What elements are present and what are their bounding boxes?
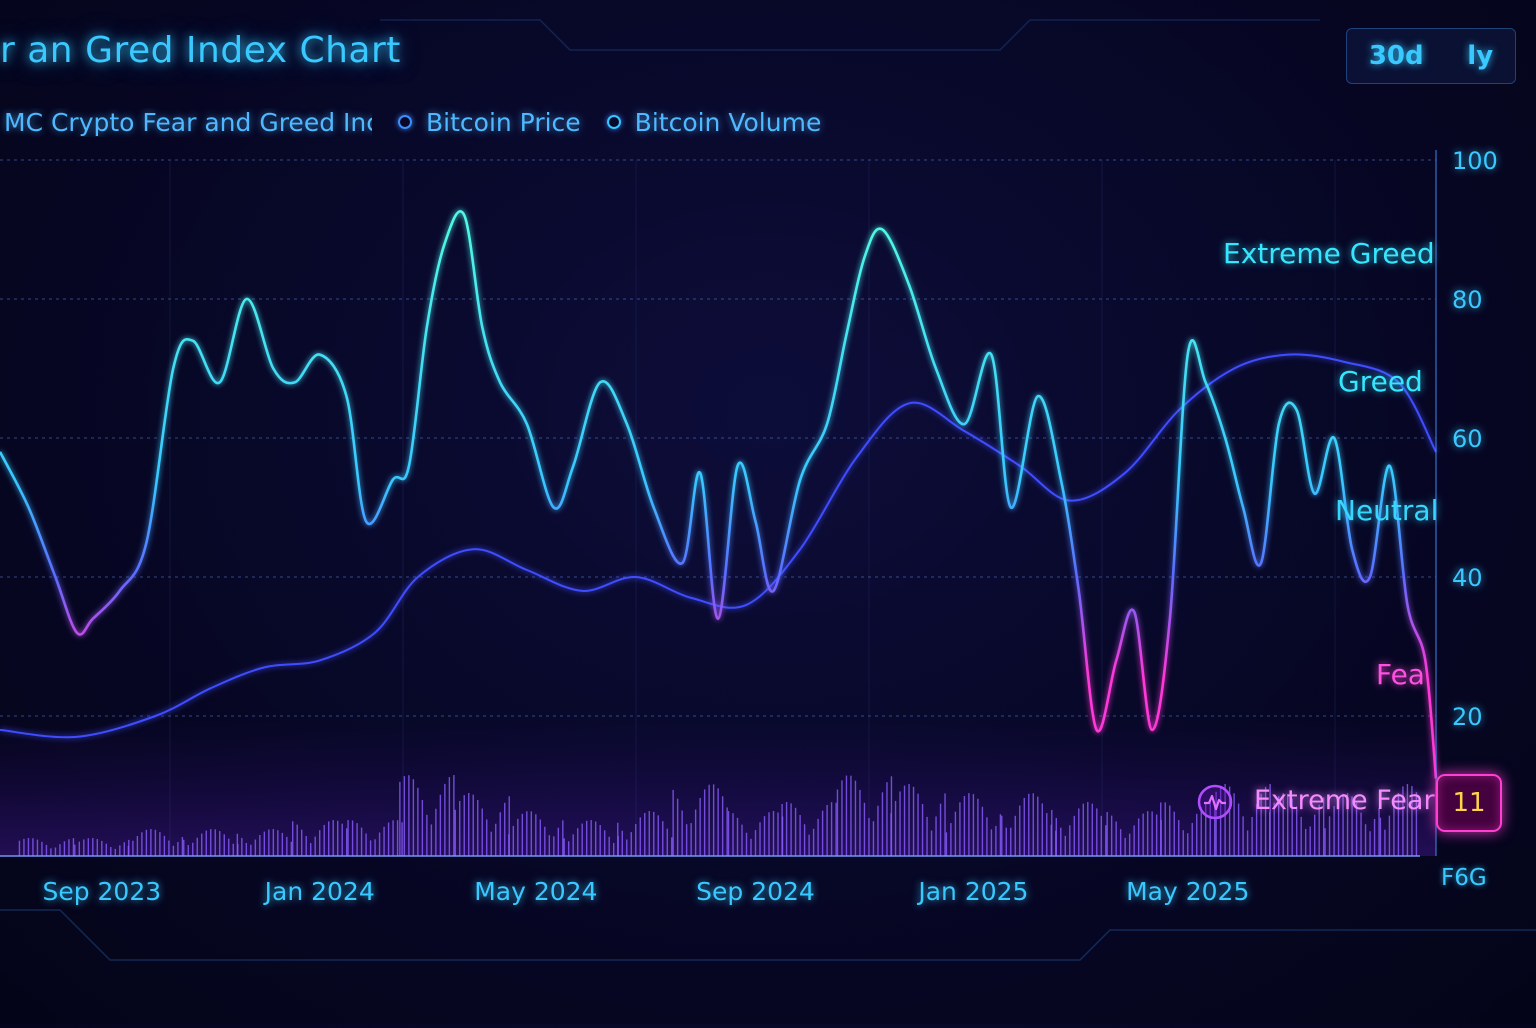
chart-title: r an Gred Index Chart [0,30,401,71]
y-tick-label: 60 [1452,425,1483,453]
current-value-badge: 11 [1436,774,1502,832]
legend: MC Crypto Fear and Greed Inc Bitcoin Pri… [0,104,847,140]
frame-decoration [0,909,1536,961]
label-extreme-fear: Extreme Fear [1254,785,1435,816]
axes: 20 40 60 80 100 Sep 2023 Jan 2024 May 2024 Sep 2… [0,147,1498,906]
legend-label: MC Crypto Fear and Greed Inc [4,107,372,137]
x-tick-label: May 2025 [1126,877,1249,906]
x-tick-label: Jan 2024 [263,877,375,906]
label-extreme-greed: Extreme Greed [1223,237,1435,270]
y-tick-label: 100 [1452,147,1498,175]
pulse-icon [1197,784,1233,820]
corner-label: F6G [1441,865,1487,891]
volume-series [18,775,1418,856]
x-tick-label: Sep 2024 [696,877,815,906]
y-tick-label: 40 [1452,564,1483,592]
label-greed: Greed [1338,365,1423,398]
legend-label: Bitcoin Price [426,107,581,137]
legend-dot-icon [606,115,621,129]
x-tick-label: Jan 2025 [916,877,1028,906]
range-selector: 30d ly [1346,28,1516,84]
price-series [0,353,1437,739]
x-tick-label: Sep 2023 [42,877,161,906]
label-neutral: Neutral [1335,494,1439,527]
legend-item-bitcoin-price[interactable]: Bitcoin Price [398,108,581,137]
label-fear: Fea [1376,658,1425,691]
range-30d-button[interactable]: 30d [1368,41,1424,71]
range-1y-button[interactable]: ly [1467,41,1494,71]
y-tick-label: 20 [1452,703,1483,731]
frame-decoration-top [380,19,1320,51]
index-series [0,210,1438,779]
price-line [0,353,1437,739]
fear-greed-line [0,210,1438,779]
legend-dot-icon [398,115,412,129]
y-tick-label: 80 [1452,286,1483,314]
legend-label: Bitcoin Volume [634,107,822,137]
legend-item-fear-greed[interactable]: MC Crypto Fear and Greed Inc [0,108,372,137]
grid [0,159,1436,856]
x-tick-label: May 2024 [474,877,597,906]
legend-item-bitcoin-volume[interactable]: Bitcoin Volume [606,107,822,137]
